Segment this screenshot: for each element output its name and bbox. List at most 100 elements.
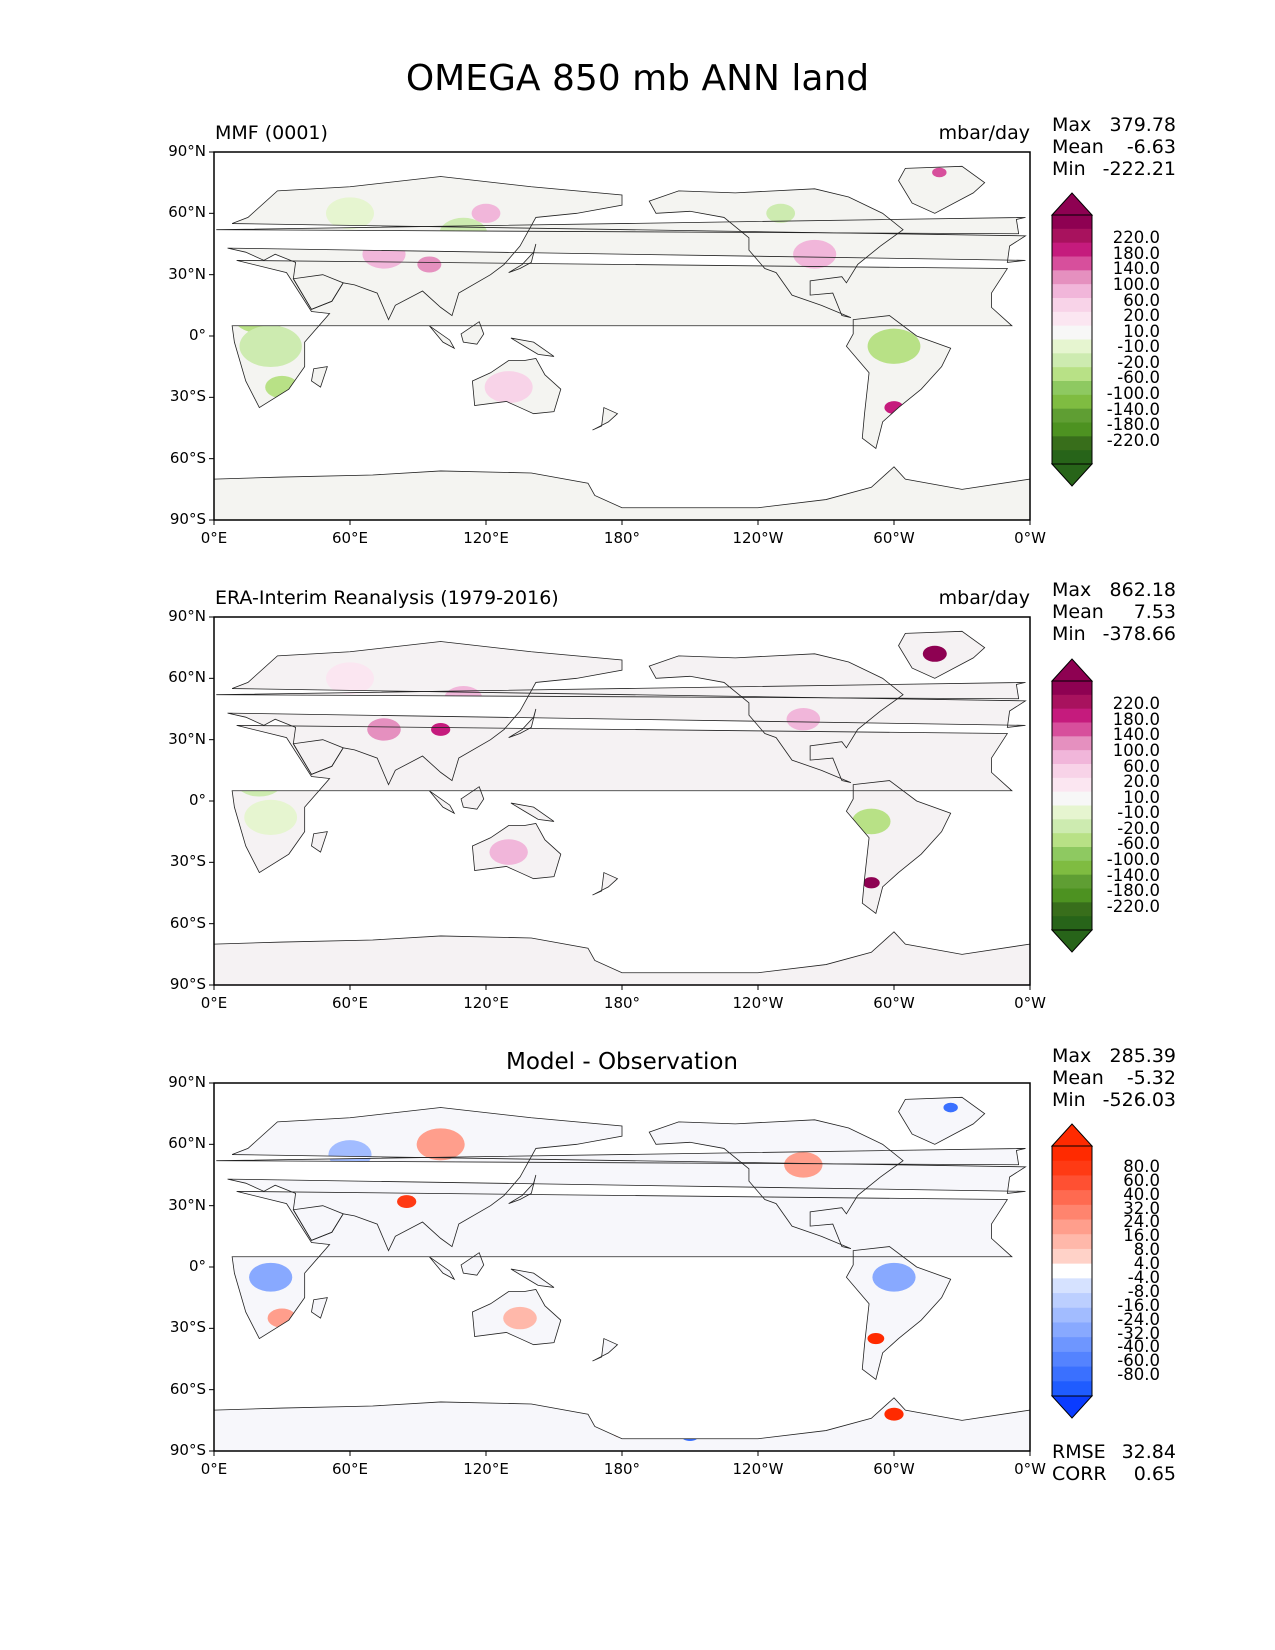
y-tick-label: 30°N — [168, 1195, 206, 1214]
colorbar-bin — [1052, 394, 1092, 410]
coastline-arabiaFix — [292, 739, 344, 775]
x-tick-label: 180° — [603, 1460, 641, 1478]
y-tick-label: 90°S — [169, 1441, 206, 1459]
coastline-britain — [216, 682, 1026, 700]
colorbar-bin — [1052, 1160, 1092, 1176]
y-tick-label: 90°N — [168, 1073, 206, 1091]
coastline-antarctica — [213, 931, 1031, 986]
coastline-nz — [592, 1337, 619, 1362]
colorbar-label: 60.0 — [1123, 756, 1160, 776]
field-region — [867, 1332, 885, 1345]
x-tick-label: 0°W — [1014, 529, 1046, 547]
colorbar-bin — [1052, 902, 1092, 917]
colorbar-bin — [1052, 722, 1092, 737]
panel-title-center: Model - Observation — [505, 1049, 739, 1075]
field-region — [416, 1128, 465, 1161]
coastline-antarctica — [213, 466, 1031, 521]
coastline-madagascar — [311, 831, 328, 853]
field-region — [232, 297, 286, 334]
map-frame — [213, 616, 1031, 986]
colorbar-bin — [1052, 339, 1092, 354]
colorbar-bin — [1052, 215, 1092, 230]
colorbar-bin — [1052, 1381, 1092, 1397]
panel-title-left: ERA-Interim Reanalysis (1979-2016) — [215, 587, 559, 609]
colorbar-bin — [1052, 1293, 1092, 1309]
y-tick-label: 30°S — [169, 1318, 206, 1337]
colorbar-bin — [1052, 874, 1092, 889]
x-tick-label: 60°E — [331, 1460, 369, 1478]
stat-value-max: 285.39 — [1109, 1045, 1176, 1067]
field-region — [235, 764, 284, 797]
field-region — [444, 685, 483, 712]
figure-title: OMEGA 850 mb ANN land — [405, 58, 870, 99]
colorbar-label: 220.0 — [1112, 694, 1160, 714]
coastline-greenland — [898, 630, 986, 679]
field-region — [611, 1423, 633, 1438]
field-region — [784, 1151, 823, 1178]
coastline-sumatra — [429, 325, 456, 350]
coastline-britain — [216, 1148, 1026, 1166]
field-region — [367, 718, 401, 741]
stat-value-max: 862.18 — [1109, 579, 1176, 601]
colorbar-label: -220.0 — [1106, 430, 1160, 450]
colorbar-bin — [1052, 1219, 1092, 1235]
coastline-nz — [592, 406, 619, 431]
colorbar-bin — [1052, 1263, 1092, 1279]
colorbar-bin — [1052, 353, 1092, 368]
colorbar-lower-extend — [1050, 1395, 1094, 1419]
colorbar-label: 16.0 — [1123, 1226, 1160, 1246]
colorbar-label: 220.0 — [1112, 228, 1160, 248]
coastline-australia — [471, 358, 562, 415]
stat-label-mean: Mean — [1052, 136, 1104, 158]
stat-value-rmse: 32.84 — [1121, 1441, 1176, 1463]
colorbar-bin — [1052, 311, 1092, 327]
colorbar-label: 140.0 — [1112, 725, 1160, 745]
colorbar-label: -40.0 — [1117, 1337, 1160, 1357]
colorbar-bin — [1052, 1204, 1092, 1221]
colorbar-label: -140.0 — [1106, 865, 1160, 885]
colorbar-label: -180.0 — [1106, 881, 1160, 901]
colorbar-frame — [1051, 1145, 1093, 1397]
coastline-australia — [471, 823, 562, 880]
field-region — [417, 256, 442, 273]
colorbar-bin — [1052, 1248, 1092, 1265]
y-tick-label: 30°N — [168, 729, 206, 748]
colorbar-bin — [1052, 708, 1092, 723]
colorbar-label: 80.0 — [1123, 1156, 1160, 1176]
colorbar-label: -32.0 — [1117, 1323, 1160, 1343]
colorbar-bin — [1052, 450, 1092, 465]
colorbar-label: -4.0 — [1127, 1267, 1160, 1287]
colorbar-bin — [1052, 284, 1092, 299]
stat-label-max: Max — [1052, 579, 1092, 601]
field-region — [489, 839, 528, 865]
x-tick-label: 180° — [603, 994, 641, 1012]
coastline-madagascar — [311, 366, 328, 388]
colorbar-bin — [1052, 847, 1092, 862]
y-tick-label: 30°S — [169, 852, 206, 871]
colorbar-bin — [1052, 694, 1092, 710]
stat-label-mean: Mean — [1052, 1067, 1104, 1089]
coastline-samerica — [845, 780, 952, 915]
colorbar-label: 10.0 — [1123, 787, 1160, 807]
colorbar-upper-extend — [1050, 192, 1094, 216]
x-tick-label: 120°E — [463, 529, 509, 547]
colorbar-bin — [1052, 805, 1092, 820]
field-region — [471, 203, 501, 223]
field-region — [249, 1262, 293, 1292]
x-tick-label: 60°W — [873, 529, 915, 547]
colorbar-label: 4.0 — [1133, 1254, 1160, 1274]
colorbar-label: -20.0 — [1117, 818, 1160, 838]
y-tick-label: 60°N — [168, 668, 206, 687]
y-tick-label: 90°N — [168, 607, 206, 625]
colorbar-label: -60.0 — [1117, 834, 1160, 854]
colorbar-bin — [1052, 1190, 1092, 1206]
y-tick-label: 60°N — [168, 203, 206, 222]
colorbar-label: -80.0 — [1117, 1365, 1160, 1385]
coastline-madagascar — [311, 1297, 328, 1319]
y-tick-label: 30°N — [168, 264, 206, 283]
colorbar-frame — [1051, 214, 1093, 465]
colorbar-bin — [1052, 860, 1092, 876]
field-region — [239, 325, 302, 368]
coastline-namerica — [648, 188, 904, 318]
colorbar-bin — [1052, 791, 1092, 806]
